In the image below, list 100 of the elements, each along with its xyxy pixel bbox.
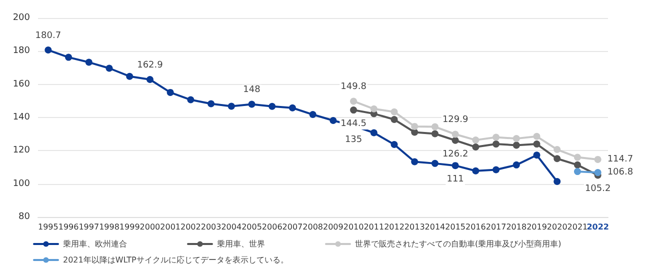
point	[431, 130, 438, 138]
point	[208, 100, 215, 108]
point	[370, 105, 378, 112]
data-label: 114.7	[607, 154, 634, 164]
point	[554, 146, 561, 154]
x-tick-label: 2011	[364, 222, 384, 232]
x-tick-label: 1996	[58, 222, 79, 232]
data-label: 126.2	[442, 149, 468, 160]
point	[554, 178, 561, 186]
point	[126, 72, 134, 80]
data-label: 149.8	[340, 82, 367, 92]
x-tick-label: 2021	[567, 222, 588, 232]
y-tick-label: 160	[12, 79, 30, 90]
data-label: 148	[243, 85, 261, 96]
point	[533, 152, 540, 159]
x-tick-label: 2013	[404, 222, 425, 232]
x-tick-label: 2016	[466, 222, 486, 232]
point	[452, 136, 459, 144]
point	[472, 167, 480, 174]
point	[309, 111, 316, 118]
point	[492, 134, 500, 141]
point	[554, 155, 561, 162]
point	[44, 46, 52, 54]
point	[248, 100, 256, 108]
point	[187, 96, 194, 104]
point	[472, 136, 480, 144]
point	[533, 132, 540, 140]
point	[350, 106, 358, 114]
data-label: 180.7	[35, 31, 62, 42]
y-tick-label: 120	[12, 146, 30, 156]
point	[411, 158, 418, 166]
point	[594, 169, 602, 176]
point	[594, 156, 602, 163]
point	[574, 154, 581, 161]
point	[268, 102, 276, 110]
x-tick-label: 1995	[38, 222, 58, 232]
point	[574, 168, 581, 176]
point	[411, 122, 418, 130]
data-label: 135	[344, 134, 362, 145]
point	[431, 123, 438, 130]
y-tick-label: 180	[12, 46, 30, 56]
x-tick-label: 2007	[282, 222, 303, 232]
data-label: 111	[446, 174, 464, 185]
point	[390, 141, 398, 148]
point	[472, 144, 480, 151]
legend-label: 世界で販売されたすべての自動車(乗用車及び小型商用車)	[355, 240, 562, 248]
point	[166, 88, 174, 96]
point	[350, 98, 358, 105]
x-tick-label: 2019	[526, 222, 547, 232]
x-tick-label: 2003	[200, 222, 222, 232]
x-tick-label: 2002	[180, 222, 201, 232]
legend-label: 2021年以降はWLTPサイクルに応じてデータを表示している。	[63, 256, 288, 264]
point	[65, 54, 72, 61]
y-tick-label: 200	[12, 13, 30, 23]
point	[492, 166, 500, 174]
x-tick-label: 2009	[323, 222, 344, 232]
point	[492, 140, 500, 148]
x-tick-label: 2010	[343, 222, 364, 232]
x-tick-label: 2020	[546, 222, 568, 232]
x-tick-label: 2012	[384, 222, 404, 232]
x-tick-label: 2018	[506, 222, 527, 232]
x-tick-label: 2022	[586, 222, 609, 232]
point	[574, 161, 581, 168]
point	[146, 76, 154, 84]
y-tick-label: 80	[18, 212, 30, 222]
x-tick-label: 2000	[140, 222, 160, 232]
point	[452, 130, 459, 138]
point	[370, 129, 378, 136]
point	[452, 162, 459, 170]
x-tick-label: 1999	[119, 222, 140, 232]
point	[330, 116, 337, 124]
point	[431, 160, 438, 167]
point	[85, 58, 92, 66]
point	[106, 64, 113, 72]
data-label: 129.9	[442, 115, 468, 126]
point	[228, 102, 235, 110]
x-tick-label: 2017	[486, 222, 506, 232]
x-tick-label: 2015	[445, 222, 466, 232]
x-tick-label: 2006	[262, 222, 282, 232]
point	[512, 135, 520, 142]
data-label: 162.9	[137, 60, 164, 71]
data-label: 144.5	[340, 119, 366, 130]
x-tick-label: 2014	[424, 222, 446, 232]
x-tick-label: 2005	[242, 222, 262, 232]
point	[512, 161, 520, 168]
x-tick-label: 2001	[160, 222, 180, 232]
point	[288, 104, 296, 112]
legend-label: 乗用車、欧州連合	[63, 240, 127, 248]
x-tick-label: 2004	[221, 222, 242, 232]
data-label: 105.2	[584, 184, 611, 194]
y-tick-label: 100	[12, 178, 30, 189]
x-tick-label: 2008	[302, 222, 323, 232]
x-tick-label: 1997	[78, 222, 100, 232]
point	[390, 116, 398, 123]
y-tick-label: 140	[12, 112, 30, 122]
data-label: 106.8	[607, 168, 634, 178]
point	[512, 142, 520, 149]
point	[533, 140, 540, 148]
point	[390, 108, 398, 116]
legend-label: 乗用車、世界	[217, 240, 265, 248]
